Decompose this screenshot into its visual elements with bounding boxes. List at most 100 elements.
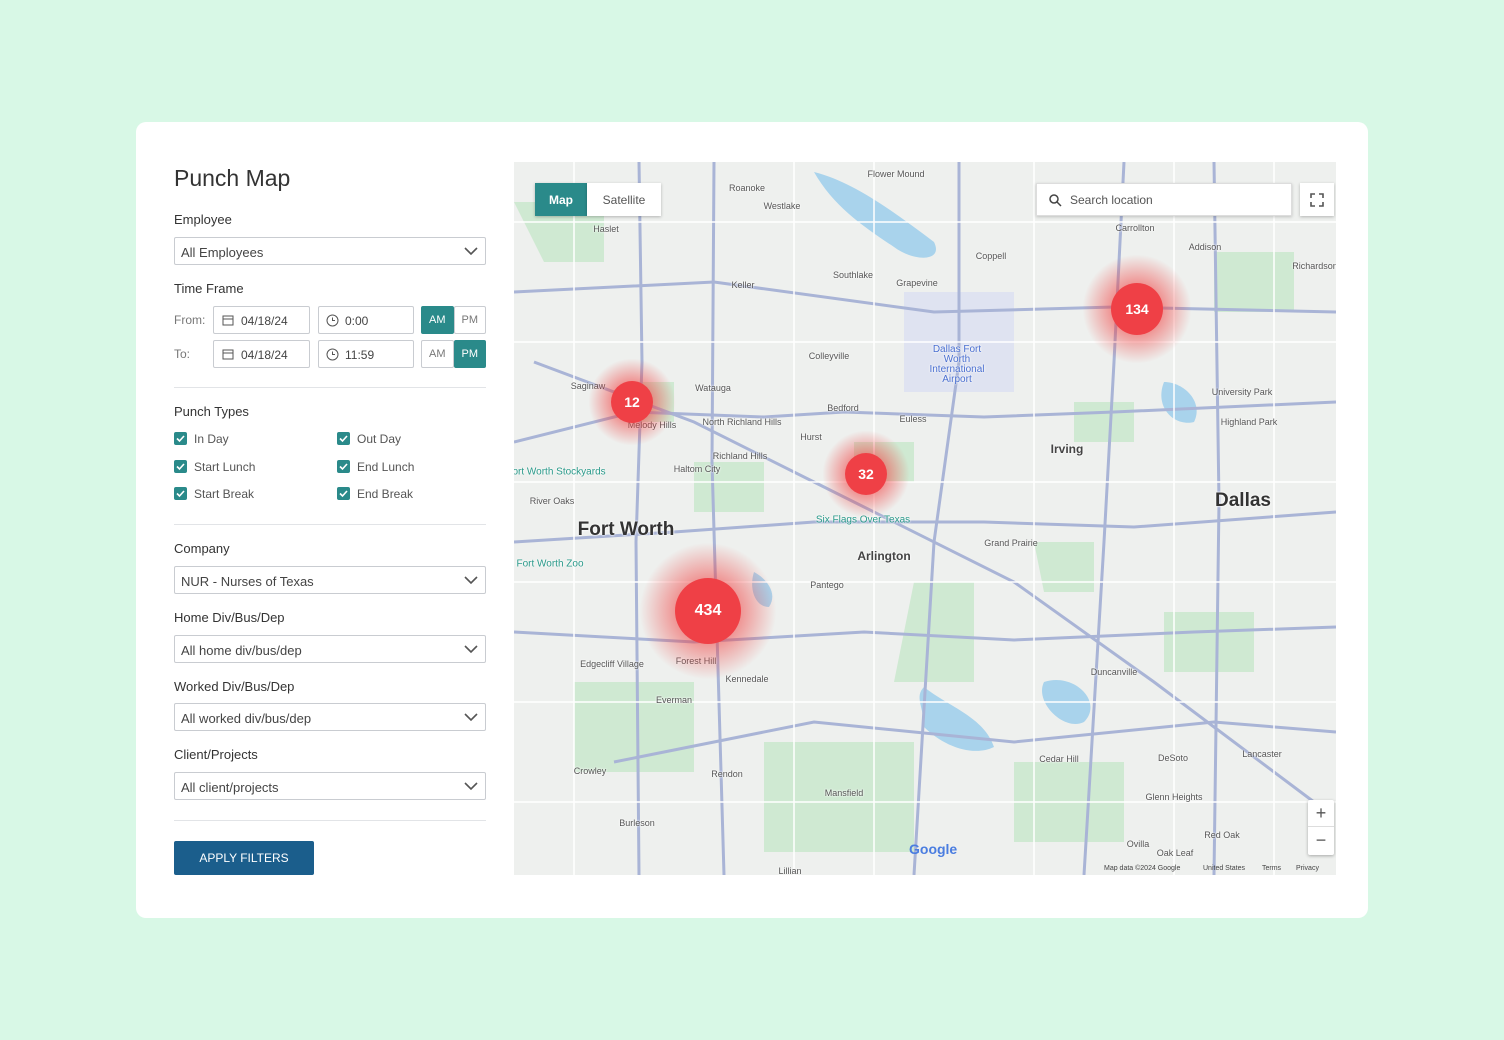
chevron	[464, 576, 478, 585]
map-type-tab[interactable]: Satellite	[587, 183, 661, 216]
cluster-marker[interactable]: 434	[675, 578, 741, 644]
map-attribution[interactable]: Privacy	[1296, 865, 1319, 872]
checkbox[interactable]	[174, 432, 187, 445]
date-value: 04/18/24	[241, 348, 288, 362]
meridiem-toggle[interactable]: AM	[421, 340, 454, 368]
map-attribution: Map data ©2024 Google	[1104, 865, 1181, 872]
checkbox-label: Out Day	[357, 432, 402, 446]
check-path	[176, 490, 185, 498]
dropdown[interactable]: All home div/bus/dep	[174, 635, 486, 663]
search-placeholder: Search location	[1070, 193, 1153, 207]
map-place-label: DeSoto	[1157, 753, 1189, 763]
map-place-label: Saginaw	[570, 381, 606, 391]
map-attribution[interactable]: Terms	[1262, 865, 1282, 872]
map-place-label: Haltom City	[673, 464, 721, 474]
map-place-label: University Park	[1211, 387, 1273, 397]
time-input[interactable]: 11:59	[318, 340, 414, 368]
time-value: 0:00	[345, 314, 369, 328]
cluster-count: 134	[1125, 301, 1149, 317]
row-label: To:	[174, 347, 191, 361]
map-place-label: Rendon	[711, 769, 743, 779]
lake	[1161, 382, 1197, 423]
zoom-in-button[interactable]: +	[1308, 800, 1334, 827]
dropdown-value: All worked div/bus/dep	[181, 711, 312, 726]
checkbox[interactable]	[174, 487, 187, 500]
clock-hands	[332, 317, 335, 321]
highway	[634, 162, 644, 875]
meridiem-toggle[interactable]: PM	[453, 340, 486, 368]
streets	[514, 162, 1336, 875]
cluster-marker[interactable]: 134	[1111, 283, 1163, 335]
date-input[interactable]: 04/18/24	[213, 340, 310, 368]
time-input[interactable]: 0:00	[318, 306, 414, 334]
checkbox[interactable]	[337, 432, 350, 445]
search-location[interactable]: Search location	[1036, 183, 1292, 216]
chevron-path	[464, 247, 478, 256]
field-label: Employee	[174, 212, 232, 227]
dropdown[interactable]: All client/projects	[174, 772, 486, 800]
meridiem-toggle[interactable]: PM	[453, 306, 486, 334]
map-logo: Google	[909, 841, 958, 857]
cluster-count: 32	[858, 466, 874, 482]
chevron-path	[464, 713, 478, 722]
checkbox[interactable]	[337, 459, 350, 473]
dropdown-value: All home div/bus/dep	[181, 643, 302, 658]
field-label: Client/Projects	[174, 747, 258, 762]
divider	[174, 387, 486, 388]
map-place-label: Southlake	[832, 270, 874, 280]
checkbox[interactable]	[337, 487, 350, 500]
fullscreen-corners	[1310, 193, 1324, 207]
map-place-label: Dallas	[1215, 490, 1271, 511]
map-place-label: Coppell	[975, 251, 1007, 261]
clock-icon	[326, 314, 339, 327]
apply-button[interactable]: APPLY FILTERS	[174, 841, 314, 875]
zoom-out-button[interactable]: −	[1315, 830, 1327, 850]
fullscreen-button[interactable]	[1300, 183, 1334, 216]
map-place-label: Ovilla	[1126, 839, 1150, 849]
field-label: Company	[174, 541, 230, 556]
check-mark	[339, 435, 348, 443]
calendar-icon	[222, 349, 234, 360]
map-place-label: North Richland Hills	[702, 417, 782, 427]
meridiem-toggle[interactable]: AM	[421, 306, 454, 334]
check-mark	[176, 435, 185, 443]
chevron-path	[464, 782, 478, 791]
highway	[710, 162, 726, 875]
check-mark	[339, 462, 348, 470]
highway	[1212, 162, 1221, 875]
cluster-marker[interactable]: 12	[611, 381, 653, 423]
checkbox-label: Start Lunch	[194, 459, 256, 474]
clock-face	[326, 348, 339, 361]
map-place-label: Glenn Heights	[1145, 792, 1203, 802]
lake	[814, 172, 936, 258]
date-value: 04/18/24	[241, 314, 288, 328]
check-mark	[176, 490, 185, 498]
meridiem-label: PM	[461, 314, 479, 326]
time-value: 11:59	[345, 348, 375, 362]
map-type-tab-label: Map	[549, 192, 573, 207]
dropdown-arrow	[464, 576, 478, 585]
dropdown[interactable]: All Employees	[174, 237, 486, 265]
map-place-label: Irving	[1050, 442, 1084, 456]
map-place-label: Hurst	[800, 432, 822, 442]
map-place-label: Carrollton	[1115, 223, 1155, 233]
dropdown-value: All Employees	[181, 245, 264, 260]
dropdown[interactable]: NUR - Nurses of Texas	[174, 566, 486, 594]
checkbox[interactable]	[174, 459, 187, 473]
map-place-label: Duncanville	[1090, 667, 1138, 677]
map-place-label: Richardson	[1292, 261, 1336, 271]
map-place-label: Mansfield	[824, 788, 864, 798]
chevron	[464, 713, 478, 722]
dropdown[interactable]: All worked div/bus/dep	[174, 703, 486, 731]
map-place-label: Flower Mound	[867, 169, 925, 179]
dropdown-arrow	[464, 782, 478, 791]
zoom-control: + −	[1308, 800, 1334, 855]
chevron-path	[464, 645, 478, 654]
check-path	[176, 435, 185, 443]
map-type-tab[interactable]: Map	[535, 183, 587, 216]
cluster-marker[interactable]: 32	[845, 453, 887, 495]
check-path	[339, 462, 348, 470]
date-input[interactable]: 04/18/24	[213, 306, 310, 334]
row-label: From:	[174, 313, 206, 327]
map-place-label: Keller	[731, 280, 755, 290]
